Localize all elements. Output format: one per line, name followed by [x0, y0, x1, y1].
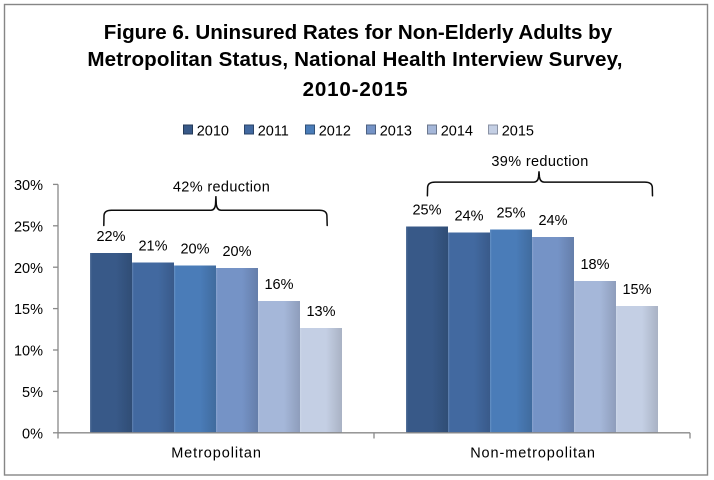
svg-text:21%: 21% — [138, 239, 167, 255]
svg-text:2015: 2015 — [502, 123, 534, 139]
svg-text:24%: 24% — [454, 209, 483, 225]
svg-text:2013: 2013 — [380, 123, 412, 139]
svg-text:2011: 2011 — [258, 123, 289, 139]
svg-text:5%: 5% — [22, 385, 43, 401]
svg-text:20%: 20% — [180, 242, 209, 258]
svg-text:20%: 20% — [14, 261, 43, 277]
svg-text:25%: 25% — [496, 206, 525, 222]
svg-text:Figure 6. Uninsured Rates for: Figure 6. Uninsured Rates for Non-Elderl… — [104, 21, 613, 44]
svg-text:13%: 13% — [306, 304, 335, 320]
svg-text:Metropolitan: Metropolitan — [171, 446, 262, 462]
svg-text:2012: 2012 — [319, 123, 351, 139]
svg-text:Non-metropolitan: Non-metropolitan — [470, 446, 596, 462]
svg-text:0%: 0% — [22, 426, 43, 442]
svg-text:16%: 16% — [264, 277, 293, 293]
svg-text:22%: 22% — [96, 229, 125, 245]
svg-text:39% reduction: 39% reduction — [491, 154, 588, 170]
svg-text:42% reduction: 42% reduction — [173, 180, 270, 196]
svg-text:18%: 18% — [580, 257, 609, 273]
svg-text:25%: 25% — [14, 219, 43, 235]
svg-text:15%: 15% — [14, 302, 43, 318]
svg-text:15%: 15% — [622, 282, 651, 298]
svg-text:2010: 2010 — [197, 123, 229, 139]
svg-text:30%: 30% — [14, 178, 43, 194]
svg-text:2014: 2014 — [441, 123, 473, 139]
svg-text:25%: 25% — [412, 203, 441, 219]
svg-text:2010-2015: 2010-2015 — [303, 78, 409, 101]
svg-text:10%: 10% — [14, 344, 43, 360]
svg-text:24%: 24% — [538, 213, 567, 229]
svg-text:Metropolitan Status, National: Metropolitan Status, National Health Int… — [87, 48, 622, 71]
svg-text:20%: 20% — [222, 244, 251, 260]
